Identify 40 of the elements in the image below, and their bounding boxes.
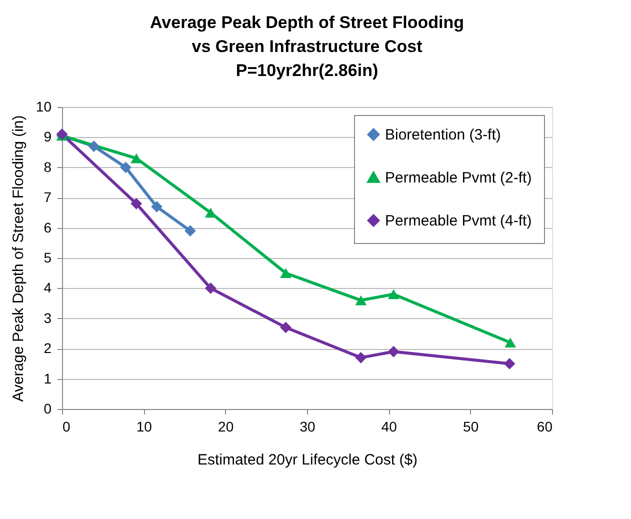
point xyxy=(151,200,162,212)
y-tick-label: 7 xyxy=(44,189,52,206)
point xyxy=(120,162,132,174)
x-tick-label: 30 xyxy=(300,418,316,434)
y-tick-label: 5 xyxy=(44,250,52,266)
x-tick-label: 20 xyxy=(218,418,234,434)
chart-title: Average Peak Depth of Street Flooding vs Green Infrastructure Cost P=10yr2hr(2.86in) xyxy=(150,13,464,80)
legend-label: Bioretention (3-ft) xyxy=(385,126,501,144)
y-tick-label: 8 xyxy=(44,158,52,175)
point xyxy=(355,295,367,306)
x-tick-label: 0 xyxy=(62,418,70,434)
y-tick-label: 1 xyxy=(44,370,52,386)
point xyxy=(504,358,516,370)
point xyxy=(130,153,142,164)
legend-label: Permeable Pvmt (4-ft) xyxy=(385,212,532,230)
y-tick-label: 9 xyxy=(44,128,52,145)
x-tick-label: 10 xyxy=(136,418,152,434)
y-axis-title: Average Peak Depth of Street Flooding (in) xyxy=(10,115,27,402)
point xyxy=(388,346,400,358)
point xyxy=(130,198,142,210)
y-tick-label: 4 xyxy=(44,280,52,296)
point xyxy=(204,282,216,294)
y-tick-label: 6 xyxy=(44,219,52,236)
y-tick-label: 0 xyxy=(44,400,52,416)
y-tick-label: 2 xyxy=(44,340,52,356)
point xyxy=(204,208,216,218)
point xyxy=(88,140,100,152)
point xyxy=(280,268,292,278)
y-tick-label: 10 xyxy=(36,98,52,114)
legend-label: Permeable Pvmt (2-ft) xyxy=(385,170,532,186)
y-tick-label: 3 xyxy=(44,310,52,326)
x-axis-title: Estimated 20yr Lifecycle Cost ($) xyxy=(197,452,418,468)
x-tick-label: 60 xyxy=(536,418,553,434)
x-tick-label: 50 xyxy=(463,418,479,434)
point xyxy=(184,225,196,237)
point xyxy=(280,322,292,334)
point xyxy=(388,289,400,300)
x-tick-label: 40 xyxy=(381,418,398,434)
point xyxy=(504,338,516,348)
point xyxy=(355,352,367,364)
